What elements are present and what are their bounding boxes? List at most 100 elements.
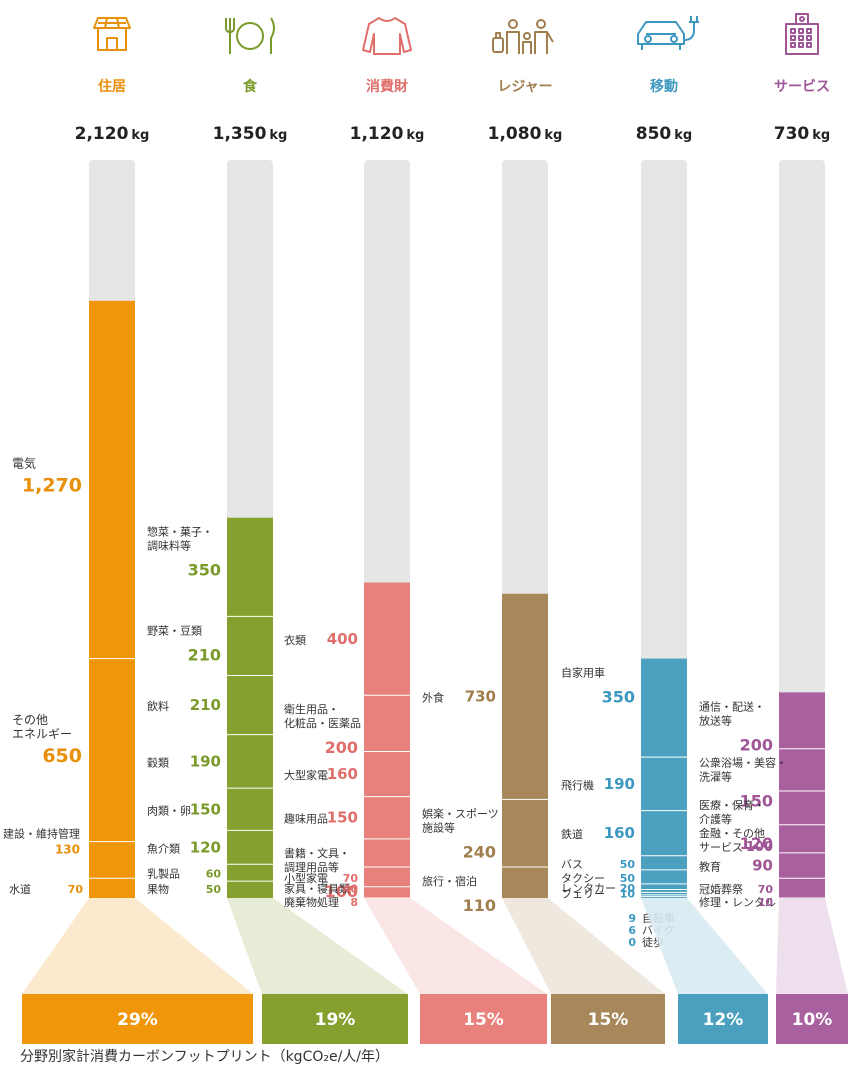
segment-value: 90 — [752, 857, 773, 875]
segment-value: 6 — [628, 924, 636, 937]
total-label: 1,080 kg — [488, 124, 563, 144]
segment-name: 通信・配送・ — [699, 699, 765, 713]
segment-value: 110 — [463, 896, 496, 915]
segment-name: 魚介類 — [147, 842, 180, 855]
segment-name: 惣菜・菓子・ — [147, 525, 213, 539]
segment-value: 120 — [740, 834, 773, 853]
bar-fill — [227, 517, 273, 898]
segment-value: 70 — [343, 872, 359, 885]
segment-value: 10 — [620, 888, 636, 901]
segment-value: 8 — [350, 896, 358, 909]
building-icon — [785, 13, 819, 55]
segment-value: 200 — [325, 738, 358, 757]
segment-value: 240 — [463, 842, 496, 861]
segment-name: 旅行・宿泊 — [422, 874, 477, 888]
caption: 分野別家計消費カーボンフットプリント（kgCO₂e/人/年） — [20, 1049, 390, 1065]
segment-name: フェリー — [561, 888, 605, 901]
bar-fill — [502, 593, 548, 898]
segment-value: 20 — [620, 882, 636, 895]
segment-name: 肉類・卵 — [147, 804, 191, 817]
segment-value: 730 — [465, 688, 496, 706]
segment-value: 350 — [188, 561, 221, 580]
segment-value: 50 — [620, 872, 636, 885]
family-luggage-icon — [492, 19, 554, 54]
share-funnel — [502, 898, 665, 994]
share-funnel — [641, 898, 768, 994]
segment-value: 9 — [628, 912, 636, 925]
segment-name: 鉄道 — [561, 827, 583, 841]
segment-value: 50 — [620, 858, 636, 871]
segment-name: 野菜・豆類 — [147, 624, 202, 637]
segment-name: 調理用品等 — [284, 860, 339, 874]
share-label: 15% — [588, 1010, 629, 1030]
share-label: 15% — [463, 1010, 504, 1030]
share-box — [551, 994, 665, 1044]
segment-name: 冠婚葬祭 — [699, 882, 743, 896]
share-funnel — [776, 898, 848, 994]
segment-value: 100 — [746, 840, 773, 855]
segment-name: 洗濯等 — [699, 770, 732, 784]
segment-name: 公衆浴場・美容・ — [699, 756, 787, 770]
electric-car-icon — [637, 16, 699, 50]
bar-fill — [779, 692, 825, 898]
segment-name: タクシー — [561, 872, 605, 885]
share-box — [678, 994, 768, 1044]
share-box — [420, 994, 547, 1044]
segment-name: エネルギー — [12, 727, 72, 741]
segment-value: 150 — [740, 792, 773, 811]
segment-name: 修理・レンタル — [699, 895, 776, 909]
segment-name: 小型家電 — [284, 871, 328, 885]
bar-fill — [364, 582, 410, 898]
category-label: 食 — [243, 78, 258, 95]
segment-name: 家具・寝具類 — [284, 882, 350, 896]
share-funnel — [227, 898, 408, 994]
segment-name: 果物 — [147, 882, 169, 896]
share-box — [262, 994, 408, 1044]
share-label: 19% — [315, 1010, 356, 1030]
bar-fill — [641, 658, 687, 898]
category-label: サービス — [774, 79, 830, 95]
segment-value: 120 — [190, 838, 221, 856]
segment-value: 200 — [740, 735, 773, 754]
segment-name: 水道 — [9, 882, 31, 896]
segment-name: 大型家電 — [284, 768, 328, 782]
segment-value: 150 — [327, 809, 358, 827]
share-box — [776, 994, 848, 1044]
segment-value: 350 — [602, 688, 635, 707]
segment-value: 400 — [327, 630, 358, 648]
sweater-icon — [362, 17, 412, 55]
segment-name: 乳製品 — [147, 867, 180, 881]
segment-value: 50 — [206, 883, 222, 896]
total-label: 730 kg — [774, 124, 830, 144]
segment-name: 介護等 — [699, 812, 732, 826]
segment-name: 衛生用品・ — [284, 702, 339, 716]
segment-value: 210 — [188, 645, 221, 664]
total-label: 1,120 kg — [350, 124, 425, 144]
segment-name: 教育 — [699, 860, 721, 874]
segment-value: 160 — [604, 824, 635, 842]
segment-name: 金融・その他 — [699, 826, 765, 840]
category-label: レジャー — [497, 79, 552, 95]
category-label: 消費財 — [366, 78, 408, 95]
segment-value: 190 — [604, 775, 635, 793]
segment-name: 放送等 — [699, 713, 732, 727]
segment-value: 60 — [206, 868, 222, 881]
segment-name: 自家用車 — [561, 666, 605, 680]
total-label: 850 kg — [636, 124, 692, 144]
segment-value: 1,270 — [22, 475, 82, 497]
segment-name: 廃棄物処理 — [284, 895, 339, 909]
segment-name: 施設等 — [422, 820, 455, 834]
segment-name: 電気 — [12, 456, 36, 471]
segment-value: 650 — [42, 745, 82, 767]
segment-name: 飲料 — [147, 699, 169, 713]
segment-name: 調味料等 — [147, 539, 191, 553]
segment-value: 190 — [190, 752, 221, 770]
share-label: 12% — [703, 1010, 744, 1030]
segment-value: 10 — [758, 896, 774, 909]
segment-name: バス — [561, 858, 583, 871]
share-funnel — [364, 898, 547, 994]
segment-name: サービス — [699, 841, 743, 854]
segment-name: 化粧品・医薬品 — [284, 716, 361, 730]
segment-value: 70 — [68, 883, 84, 896]
